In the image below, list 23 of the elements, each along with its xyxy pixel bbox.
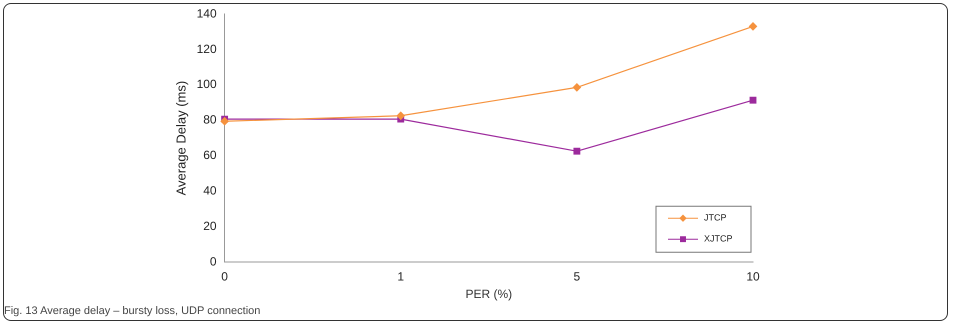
y-axis-title: Average Delay (ms) (173, 80, 188, 196)
x-tick-label: 0 (221, 270, 228, 284)
x-axis-title: PER (%) (465, 287, 512, 302)
legend-label: JTCP (704, 212, 726, 223)
y-tick-label: 100 (196, 77, 217, 92)
point (572, 83, 581, 92)
y-tick-label: 140 (196, 6, 217, 20)
y-tick-label: 40 (203, 184, 217, 198)
y-tick-label: 60 (203, 148, 217, 162)
point (748, 22, 758, 31)
y-tick-label: 120 (196, 42, 217, 56)
x-tick-label: 10 (746, 270, 760, 284)
y-tick-label: 20 (203, 219, 217, 234)
y-tick-label: 80 (203, 112, 217, 127)
point (750, 96, 756, 104)
point (220, 117, 229, 126)
y-tick-label: 0 (210, 254, 217, 269)
x-tick-label: 5 (574, 270, 581, 284)
x-tick-label: 1 (397, 270, 404, 284)
point (396, 112, 405, 120)
point (573, 148, 580, 155)
legend-label: XJTCP (704, 234, 733, 244)
caption: Fig. 13 Average delay – bursty loss, UDP connection (4, 305, 260, 317)
